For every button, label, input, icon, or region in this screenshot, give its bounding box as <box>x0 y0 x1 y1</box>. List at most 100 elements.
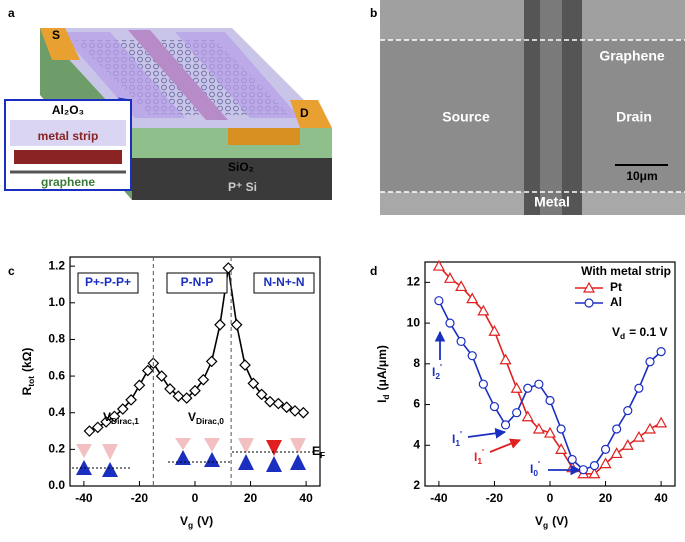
inset-metal <box>14 150 122 164</box>
sem-label: Drain <box>616 109 652 125</box>
drain-label: D <box>300 106 309 120</box>
cone <box>290 438 306 454</box>
y-axis-label-main: R <box>20 386 34 395</box>
source-label: S <box>52 28 60 42</box>
sem-label: Metal <box>534 194 570 210</box>
legend-label: Pt <box>610 280 622 294</box>
y-tick-label: 1.0 <box>48 295 65 309</box>
y-tick-label: 10 <box>407 315 421 329</box>
marker <box>521 410 534 422</box>
current-label-main: I <box>474 450 477 464</box>
marker <box>512 408 522 418</box>
marker <box>133 379 146 392</box>
y-axis-label: Rtot (kΩ) <box>20 348 36 396</box>
marker <box>477 304 490 316</box>
marker <box>432 259 445 271</box>
current-label-main: I <box>432 365 435 379</box>
oxide-slab <box>175 32 300 118</box>
legend-label: Al <box>610 295 622 309</box>
y-tick-label: 0.4 <box>48 405 65 419</box>
marker <box>180 392 193 404</box>
strip-label: metal strip <box>38 129 99 143</box>
substrate-side <box>132 158 332 200</box>
marker <box>222 262 235 274</box>
x-tick-label: 40 <box>299 491 313 505</box>
substrate-label: P⁺ Si <box>228 180 257 194</box>
marker <box>141 364 154 377</box>
metal-strip <box>128 30 228 120</box>
marker <box>489 401 500 412</box>
sem-label: Source <box>442 109 490 125</box>
marker <box>523 383 533 393</box>
region-label: P+-P-P+ <box>85 275 131 289</box>
cone <box>238 454 254 470</box>
x-axis-label: Vg (V) <box>535 514 568 530</box>
dirac-label-main: V <box>188 410 196 424</box>
x-axis-label-sub: g <box>543 520 548 530</box>
marker <box>588 467 601 479</box>
marker <box>556 424 566 434</box>
marker <box>280 401 293 414</box>
current-label-sub: 2 <box>435 371 440 381</box>
marker <box>623 406 633 416</box>
dirac-label: VDirac,0 <box>188 410 224 426</box>
legend-marker <box>584 298 594 308</box>
current-label-sup: ' <box>482 447 484 457</box>
vd-annotation-sub: d <box>620 331 625 341</box>
source-contact <box>40 28 80 60</box>
current-label: I0' <box>530 459 540 478</box>
current-label: I1' <box>474 447 484 466</box>
current-label-main: I <box>530 462 533 476</box>
x-axis-label: Vg (V) <box>180 514 213 530</box>
marker <box>634 383 644 393</box>
marker <box>214 318 226 331</box>
panel-label: a <box>8 6 15 20</box>
y-tick-label: 6 <box>413 397 420 411</box>
y-tick-label: 0.2 <box>48 442 65 456</box>
current-label-sup: ' <box>538 459 540 469</box>
current-label-main: I <box>452 432 455 446</box>
marker <box>239 359 251 371</box>
y-tick-label: 8 <box>413 356 420 370</box>
metal-center <box>540 0 562 215</box>
cone <box>290 454 306 470</box>
current-arrow <box>467 427 507 439</box>
marker <box>255 388 268 401</box>
x-tick-label: 0 <box>547 491 554 505</box>
y-axis-label-sub: tot <box>26 376 36 387</box>
y-tick-label: 0.8 <box>48 332 65 346</box>
marker <box>289 405 301 417</box>
x-tick-label: -40 <box>430 491 448 505</box>
marker <box>247 377 260 390</box>
inset-pointer <box>117 97 131 101</box>
marker <box>445 318 455 328</box>
vd-annotation-main: V <box>612 325 620 339</box>
dirac-label-sub: Dirac,1 <box>111 416 139 426</box>
marker <box>534 379 544 389</box>
marker <box>205 355 218 368</box>
legend-marker <box>582 281 596 293</box>
cone <box>102 444 118 460</box>
current-label-sup: ' <box>460 429 462 439</box>
x-tick-label: 20 <box>244 491 258 505</box>
cone <box>238 438 254 454</box>
fermi-label-sub: F <box>320 450 325 460</box>
cone <box>175 438 191 450</box>
current-arrow <box>489 438 522 453</box>
current-label-sub: 1 <box>455 438 460 448</box>
x-axis-label-rest: (V) <box>552 514 568 528</box>
marker <box>643 422 657 434</box>
marker <box>555 443 568 454</box>
graphene-label: graphene <box>41 175 95 189</box>
marker <box>543 426 557 438</box>
panel-label: d <box>370 264 377 278</box>
device-schematic: a S D Al₂O₃ metal strip graphene SiO₂ P⁺… <box>4 6 332 200</box>
cone <box>204 452 220 467</box>
current-label-sup: ' <box>440 362 442 372</box>
inset-oxide <box>10 120 126 146</box>
dirac-label-main: V <box>103 410 111 424</box>
cone <box>102 462 118 477</box>
marker <box>589 461 600 471</box>
y-tick-label: 0.0 <box>48 478 65 492</box>
